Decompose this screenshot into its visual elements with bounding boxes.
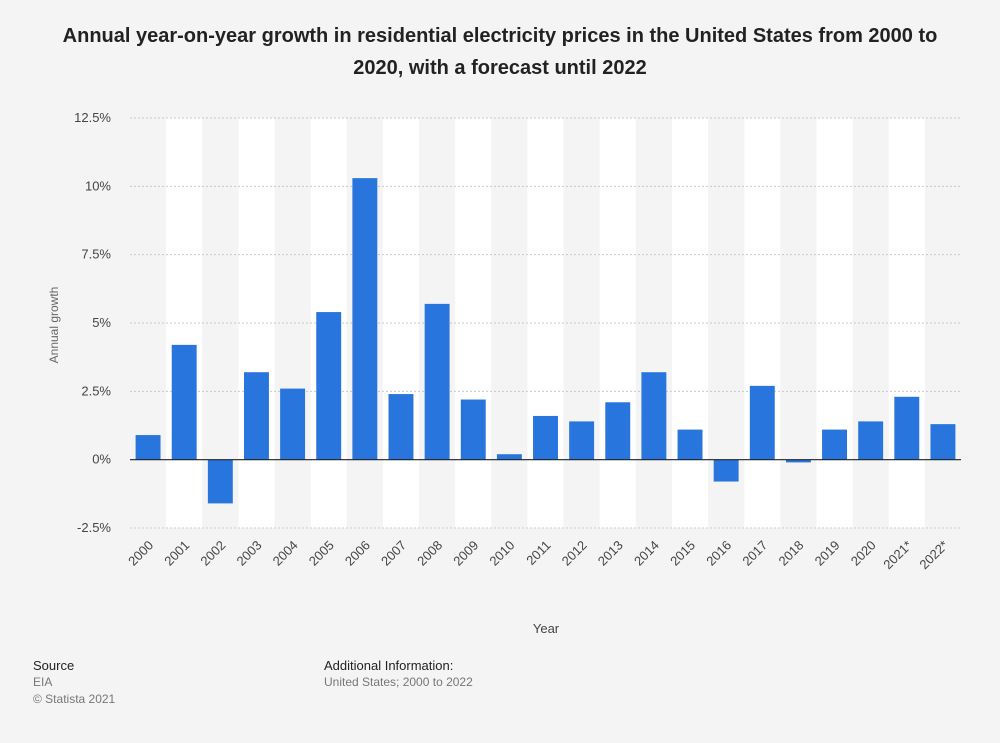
y-tick-label: 10% (85, 178, 111, 193)
bar-2017[interactable] (749, 385, 775, 460)
x-tick-label: 2004 (270, 538, 301, 569)
bar-2001[interactable] (171, 344, 197, 460)
bar-2004[interactable] (280, 388, 306, 460)
bar-2022*[interactable] (930, 424, 956, 460)
x-tick-label: 2002 (197, 538, 228, 569)
column-band (382, 118, 420, 528)
bar-2000[interactable] (135, 435, 161, 460)
y-tick-label: 0% (92, 452, 111, 467)
bar-2010[interactable] (496, 454, 522, 460)
x-tick-label: 2011 (523, 538, 553, 568)
x-tick-label: 2015 (667, 538, 698, 569)
bar-2015[interactable] (677, 429, 703, 460)
x-tick-label: 2018 (775, 538, 806, 569)
additional-info-text: United States; 2000 to 2022 (324, 675, 473, 689)
x-tick-label: 2001 (161, 538, 192, 569)
x-tick-label: 2008 (414, 538, 445, 569)
bar-2003[interactable] (243, 372, 269, 460)
bar-2007[interactable] (388, 394, 414, 460)
x-tick-label: 2021* (880, 538, 915, 573)
bar-2005[interactable] (316, 312, 342, 460)
bar-2006[interactable] (352, 178, 378, 460)
x-tick-label: 2019 (812, 538, 843, 569)
x-tick-labels: 2000 2001 2002 2003 2004 2005 2006 2007 2008 2009… (125, 538, 951, 573)
additional-info-block: Additional Information: United States; 2… (324, 657, 473, 691)
y-axis-label: Annual growth (47, 287, 61, 364)
x-tick-label: 2007 (378, 538, 409, 569)
x-tick-label: 2010 (486, 538, 517, 569)
gridlines (130, 117, 961, 529)
source-heading: Source (33, 658, 75, 673)
y-tick-labels: -2.5% 0% 2.5% 5% 7.5% 10% 12.5% (74, 110, 111, 535)
bar-2013[interactable] (605, 402, 631, 460)
bar-2009[interactable] (460, 399, 486, 460)
source-name: EIA (33, 675, 53, 689)
x-tick-label: 2006 (342, 538, 373, 569)
x-tick-label: 2016 (703, 538, 734, 569)
bar-2002[interactable] (207, 459, 233, 504)
x-tick-label: 2000 (125, 538, 156, 569)
x-axis-label: Year (533, 621, 560, 636)
x-tick-label: 2020 (848, 538, 879, 569)
y-tick-label: -2.5% (77, 520, 111, 535)
bars (135, 178, 956, 504)
x-tick-label: 2005 (306, 538, 337, 569)
bar-2020[interactable] (858, 421, 884, 460)
bar-2008[interactable] (424, 303, 450, 460)
copyright: © Statista 2021 (33, 692, 116, 706)
column-band (455, 118, 492, 528)
y-tick-label: 12.5% (74, 110, 111, 125)
x-tick-label: 2014 (631, 538, 662, 569)
x-tick-label: 2022* (916, 538, 951, 573)
bar-2014[interactable] (641, 372, 667, 460)
x-tick-label: 2017 (739, 538, 770, 569)
bar-2018[interactable] (785, 459, 811, 463)
bar-2019[interactable] (822, 429, 848, 460)
y-tick-label: 5% (92, 315, 111, 330)
x-tick-label: 2012 (559, 538, 590, 569)
y-tick-label: 7.5% (81, 247, 111, 262)
bar-2011[interactable] (533, 415, 558, 460)
x-tick-label: 2013 (595, 538, 626, 569)
bar-2021*[interactable] (894, 396, 920, 460)
x-tick-label: 2003 (234, 538, 265, 569)
source-block: Source EIA © Statista 2021 (33, 657, 115, 708)
chart-title: Annual year-on-year growth in residentia… (62, 25, 938, 79)
bar-2016[interactable] (713, 459, 739, 482)
x-tick-label: 2009 (450, 538, 481, 569)
additional-info-heading: Additional Information: (324, 658, 454, 673)
bar-2012[interactable] (569, 421, 595, 460)
y-tick-label: 2.5% (81, 383, 111, 398)
